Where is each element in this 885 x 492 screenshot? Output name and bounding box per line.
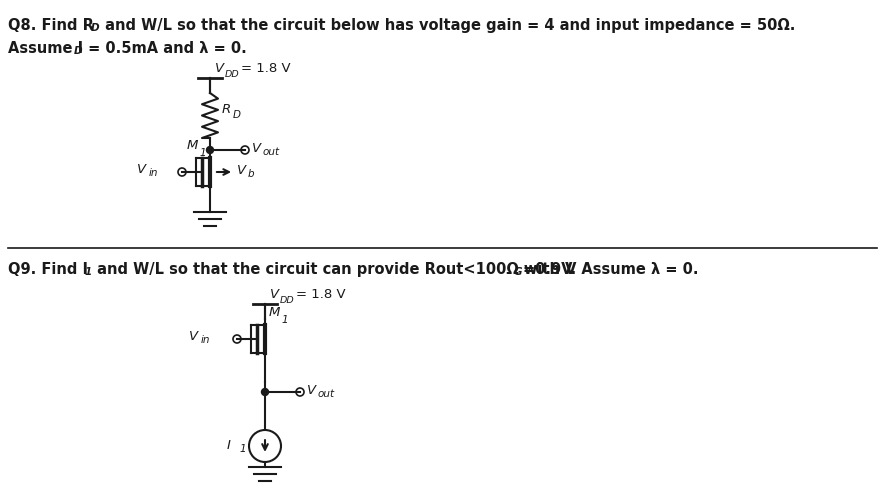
Text: 1: 1 [199, 148, 205, 158]
Text: Q9. Find I: Q9. Find I [8, 262, 88, 277]
Text: out: out [318, 389, 335, 399]
Circle shape [206, 147, 213, 154]
Text: R: R [222, 103, 231, 116]
Text: DD: DD [280, 296, 295, 305]
Text: =0.9V. Assume λ = 0.: =0.9V. Assume λ = 0. [523, 262, 698, 277]
Circle shape [261, 389, 268, 396]
Text: V: V [237, 164, 246, 177]
Text: G: G [514, 267, 522, 277]
Text: 1: 1 [239, 444, 246, 454]
Text: 1: 1 [85, 267, 92, 277]
Text: Q8. Find R: Q8. Find R [8, 18, 94, 33]
Text: b: b [248, 169, 255, 179]
Text: V: V [137, 163, 146, 176]
Text: D: D [74, 46, 82, 56]
Text: D: D [91, 23, 100, 33]
Text: V: V [252, 142, 261, 155]
Text: V: V [189, 330, 198, 343]
Text: and W/L so that the circuit can provide Rout<100Ω with V: and W/L so that the circuit can provide … [92, 262, 576, 277]
Text: M: M [269, 306, 281, 319]
Text: DD: DD [225, 70, 240, 79]
Text: V: V [307, 384, 316, 397]
Text: V: V [270, 288, 279, 301]
Text: and W/L so that the circuit below has voltage gain = 4 and input impedance = 50Ω: and W/L so that the circuit below has vo… [100, 18, 796, 33]
Text: in: in [201, 335, 211, 345]
Text: out: out [263, 147, 281, 157]
Text: in: in [149, 168, 158, 178]
Text: = 1.8 V: = 1.8 V [241, 62, 290, 75]
Text: 1: 1 [281, 315, 288, 325]
Text: V: V [215, 62, 224, 75]
Text: D: D [233, 110, 241, 120]
Text: I: I [227, 439, 231, 452]
Text: = 0.5mA and λ = 0.: = 0.5mA and λ = 0. [83, 41, 247, 56]
Text: Assume I: Assume I [8, 41, 83, 56]
Text: M: M [187, 139, 198, 152]
Text: = 1.8 V: = 1.8 V [296, 288, 346, 301]
